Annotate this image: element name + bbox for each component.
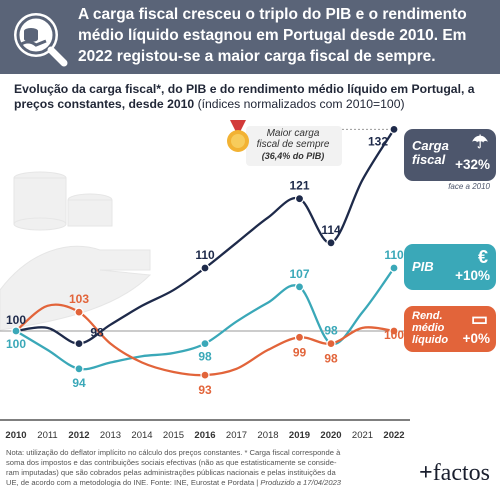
annotation-line3: (36,4% do PIB) (261, 151, 325, 161)
pib-name: PIB (412, 259, 434, 274)
coins-hand-illustration (0, 171, 152, 331)
data-label-carga: 100 (6, 313, 26, 327)
data-label-carga: 121 (289, 179, 309, 193)
rend-name-line3: líquido (412, 334, 449, 346)
headline: A carga fiscal cresceu o triplo do PIB e… (78, 6, 467, 65)
headline-banner: A carga fiscal cresceu o triplo do PIB e… (0, 0, 500, 74)
x-tick-label: 2020 (320, 430, 341, 441)
wallet-icon: ▭ (470, 309, 488, 329)
rendimento-panel: Rend. médio líquido ▭ +0% (404, 306, 496, 352)
data-label-carga: 114 (321, 223, 341, 237)
pib-pct: +10% (455, 268, 490, 283)
data-point-rend (294, 332, 305, 342)
brand-name: factos (432, 460, 490, 486)
data-label-pib: 100 (6, 337, 26, 351)
rend-name-line2: médio (412, 322, 445, 334)
carga-name-line2: fiscal (412, 152, 446, 167)
data-label-carga: 110 (195, 248, 215, 262)
x-tick-label: 2019 (289, 430, 310, 441)
data-point-pib (74, 364, 84, 374)
carga-fiscal-panel: Carga fiscal ☂ +32% (404, 129, 496, 181)
data-label-pib: 98 (324, 324, 338, 338)
data-point-pib (389, 263, 399, 273)
footnote-line3: ram imputadas) que são cobrados pelas ad… (6, 468, 336, 477)
data-label-rend: 98 (324, 352, 338, 366)
annotation-line2: fiscal de sempre (256, 139, 330, 150)
brand-plus: + (419, 460, 433, 486)
data-point-rend (74, 307, 84, 317)
data-label-carga: 132 (368, 134, 388, 148)
tax-icon: ☂ (471, 132, 488, 152)
data-point-carga (294, 194, 305, 204)
footnote-source: UE, de acordo com a metodologia do INE. … (6, 478, 261, 487)
data-point-carga (389, 124, 399, 134)
rend-name-line1: Rend. (412, 310, 443, 322)
x-tick-label: 2013 (100, 430, 121, 441)
x-tick-label: 2012 (68, 430, 89, 441)
carga-pct-note: face a 2010 (448, 182, 490, 191)
carga-name-line1: Carga (412, 138, 449, 153)
annotation-box (246, 126, 342, 166)
rend-pct: +0% (462, 331, 490, 346)
annotation-line1: Maior carga (266, 128, 320, 139)
data-point-carga (200, 263, 210, 273)
data-label-rend: 99 (293, 345, 307, 359)
brand-logo: +factos (419, 460, 490, 487)
data-point-carga (74, 339, 84, 349)
data-point-pib (294, 282, 305, 292)
chart-subtitle: Evolução da carga fiscal*, do PIB e do r… (14, 82, 498, 112)
footnote: Nota: utilização do deflator implícito n… (6, 448, 406, 488)
data-label-pib: 107 (289, 267, 309, 281)
x-tick-label: 2011 (37, 430, 57, 441)
x-tick-label: 2022 (383, 430, 404, 441)
money-bag-icon: € (477, 247, 488, 267)
footnote-produced: Produzido a 17/04/2023 (260, 478, 342, 487)
x-tick-label: 2021 (352, 430, 373, 441)
data-label-rend: 103 (69, 292, 89, 306)
pib-panel: PIB € +10% (404, 244, 496, 290)
x-tick-label: 2010 (5, 430, 26, 441)
data-point-pib (11, 326, 21, 336)
footnote-line1: Nota: utilização do deflator implícito n… (6, 448, 341, 457)
data-point-pib (200, 339, 210, 349)
data-label-rend: 93 (198, 383, 212, 397)
data-label-carga: 98 (90, 326, 104, 340)
x-tick-label: 2017 (226, 430, 247, 441)
data-point-rend (389, 326, 399, 336)
x-tick-label: 2015 (163, 430, 184, 441)
carga-pct: +32% (455, 157, 490, 172)
subtitle-normal: (índices normalizados com 2010=100) (194, 97, 405, 111)
x-tick-label: 2014 (131, 430, 152, 441)
medal-icon (227, 120, 249, 152)
data-point-carga (326, 238, 336, 248)
data-point-rend (326, 339, 336, 349)
x-tick-label: 2018 (257, 430, 278, 441)
x-tick-label: 2016 (194, 430, 215, 441)
footnote-line4: UE, de acordo com a metodologia do INE. … (6, 478, 406, 488)
data-label-pib: 110 (384, 248, 404, 262)
data-point-rend (200, 370, 210, 380)
footnote-line2: soma dos impostos e das contribuições so… (6, 458, 337, 467)
data-label-pib: 94 (72, 376, 86, 390)
subtitle-bold: Evolução da carga fiscal*, do PIB e do r… (14, 82, 475, 111)
data-label-pib: 98 (198, 350, 212, 364)
data-label-rend: 100 (384, 328, 404, 342)
magnifier-coins-icon (14, 13, 68, 67)
